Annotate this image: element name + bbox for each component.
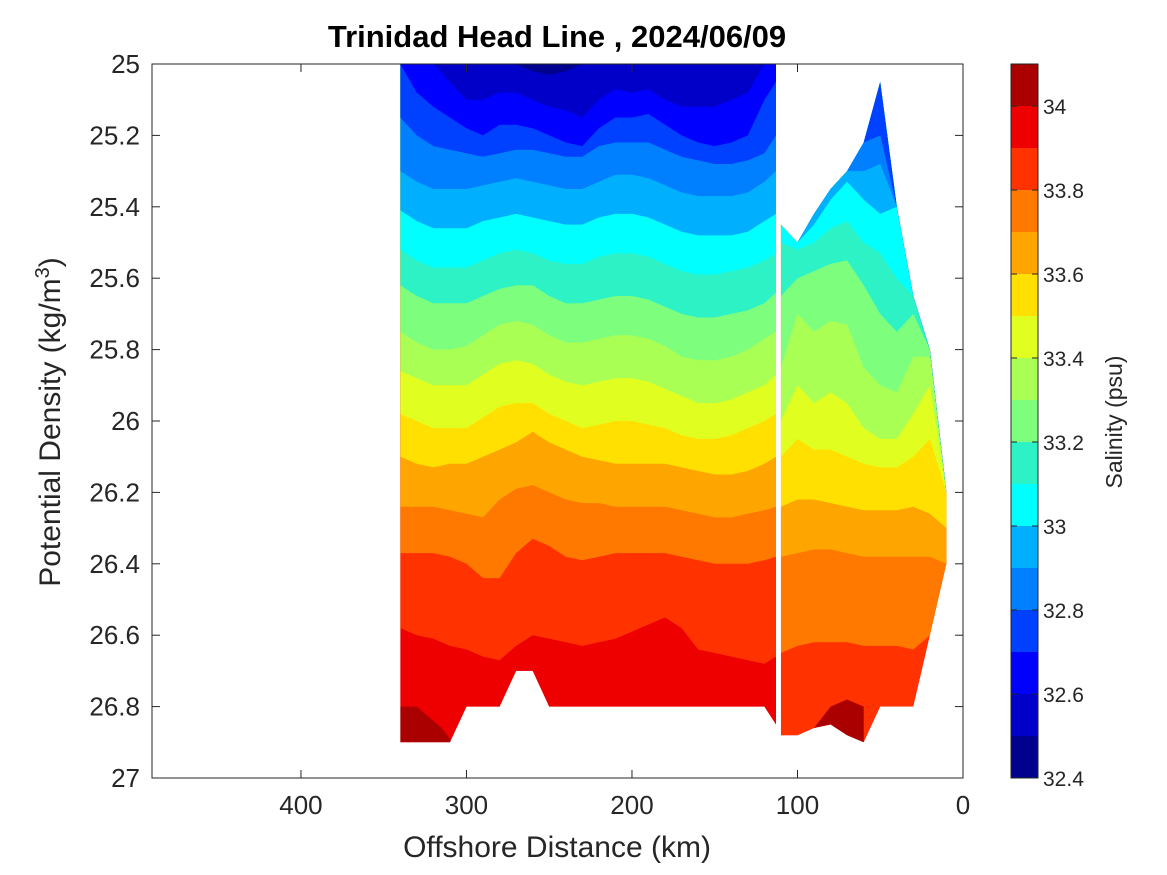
colorbar-tick-label: 32.6: [1043, 684, 1084, 707]
colorbar-swatch: [1011, 442, 1038, 484]
y-tick-label: 26.8: [89, 692, 140, 722]
colorbar-swatch: [1011, 358, 1038, 400]
section-1: [780, 81, 947, 743]
y-tick-label: 25.4: [89, 192, 140, 222]
y-tick-label: 25.6: [89, 263, 140, 293]
x-tick-label: 300: [445, 790, 488, 820]
colorbar-swatch: [1011, 274, 1038, 316]
salinity-contour-fills: [400, 64, 947, 743]
section-0: [400, 64, 776, 743]
y-tick-label: 25.2: [89, 120, 140, 150]
y-tick-label: 25.8: [89, 335, 140, 365]
x-axis-label: Offshore Distance (km): [403, 831, 711, 864]
colorbar-swatch: [1011, 736, 1038, 778]
colorbar: 32.4 32.6 32.8 33 33.2 33.4 33.6 33.8 34: [1010, 63, 1084, 791]
colorbar-tick-label: 34: [1043, 96, 1067, 119]
colorbar-tick-label: 33.6: [1043, 264, 1084, 287]
colorbar-tick-label: 32.4: [1043, 768, 1084, 791]
y-tick-label: 26.2: [89, 477, 140, 507]
colorbar-swatch: [1011, 400, 1038, 442]
x-tick-label: 400: [279, 790, 322, 820]
colorbar-swatch: [1011, 64, 1038, 106]
colorbar-border: [1010, 63, 1039, 779]
chart-title: Trinidad Head Line , 2024/06/09: [328, 19, 786, 54]
colorbar-swatch: [1011, 190, 1038, 232]
colorbar-tick-label: 33.2: [1043, 432, 1084, 455]
colorbar-tick-label: 33.4: [1043, 348, 1084, 371]
colorbar-swatch: [1011, 568, 1038, 610]
colorbar-swatch: [1011, 652, 1038, 694]
colorbar-label: Salinity (psu): [1101, 356, 1127, 489]
colorbar-tick-label: 32.8: [1043, 600, 1084, 623]
colorbar-swatch: [1011, 232, 1038, 274]
y-tick-label: 26.4: [89, 549, 140, 579]
colorbar-swatch: [1011, 610, 1038, 652]
colorbar-swatch: [1011, 526, 1038, 568]
colorbar-swatch: [1011, 106, 1038, 148]
x-tick-label: 0: [956, 790, 970, 820]
colorbar-swatch: [1011, 148, 1038, 190]
y-axis-label-main: Potential Density (kg/m: [34, 278, 67, 586]
colorbar-tick-label: 33: [1043, 516, 1066, 539]
colorbar-swatch: [1011, 316, 1038, 358]
colorbar-swatch: [1011, 694, 1038, 736]
y-tick-label: 25: [111, 49, 140, 79]
y-tick-label: 26: [111, 406, 140, 436]
axis-ticks: 400 300 200 100 0 25 25.2 25.4 25.6 25.8 26 26.2 26.…: [89, 49, 970, 820]
contour-band: [400, 706, 467, 743]
y-tick-label: 26.6: [89, 620, 140, 650]
y-axis-label-superscript: 3: [32, 267, 54, 278]
x-tick-label: 200: [610, 790, 653, 820]
y-axis-label: Potential Density (kg/m3): [32, 257, 67, 587]
y-axis-label-end: ): [34, 257, 67, 267]
colorbar-swatch: [1011, 484, 1038, 526]
y-tick-label: 27: [111, 763, 140, 793]
contour-band: [400, 64, 776, 118]
x-tick-label: 100: [776, 790, 819, 820]
colorbar-tick-label: 33.8: [1043, 180, 1084, 203]
